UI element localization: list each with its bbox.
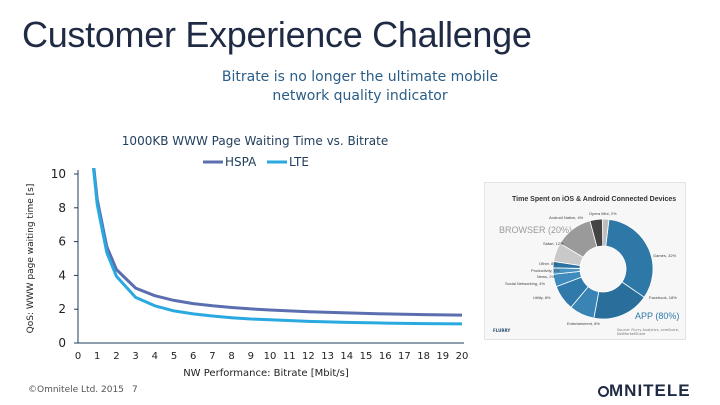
x-tick-label: 3	[132, 351, 138, 362]
subtitle-line-2: network quality indicator	[272, 88, 448, 104]
y-axis-label: QoS: WWW page waiting time [s]	[26, 184, 36, 334]
inset-label-utility: Utility, 8%	[533, 295, 551, 300]
x-tick-label: 13	[321, 351, 334, 362]
x-tick-label: 9	[248, 351, 254, 362]
inset-title: Time Spent on iOS & Android Connected De…	[512, 196, 677, 203]
x-axis-label: NW Performance: Bitrate [Mbit/s]	[183, 368, 349, 379]
time-spent-donut	[552, 218, 654, 320]
footer-copyright: ©Omnitele Ltd. 2015	[28, 385, 124, 395]
inset-browser-label: BROWSER (20%)	[499, 225, 573, 235]
logo-ring-icon	[598, 386, 609, 397]
omnitele-logo: MNITELE	[598, 381, 691, 401]
chart-title: 1000KB WWW Page Waiting Time vs. Bitrate	[121, 134, 389, 148]
legend-label-hspa: HSPA	[225, 155, 257, 169]
x-tick-label: 6	[190, 351, 196, 362]
y-tick-label: 6	[58, 235, 66, 249]
y-tick-label: 4	[58, 268, 66, 282]
inset-source: Source: Flurry Analytics, comScore, NetM…	[617, 328, 680, 336]
inset-app-label: APP (80%)	[635, 311, 680, 321]
x-tick-label: 14	[340, 351, 353, 362]
series-line-hspa	[92, 168, 463, 317]
donut-slice-games	[605, 218, 654, 298]
x-tick-label: 17	[398, 351, 411, 362]
subtitle-line-1: Bitrate is no longer the ultimate mobile	[221, 69, 499, 85]
y-tick-label: 0	[58, 336, 66, 350]
inset-label-opera: Opera Mini, 2%	[589, 211, 617, 216]
x-tick-label: 18	[417, 351, 430, 362]
x-tick-label: 16	[379, 351, 392, 362]
x-tick-label: 19	[436, 351, 449, 362]
x-tick-label: 8	[228, 351, 234, 362]
y-tick-label: 10	[51, 167, 66, 181]
x-tick-label: 7	[209, 351, 215, 362]
x-tick-label: 15	[360, 351, 373, 362]
x-tick-label: 11	[283, 351, 296, 362]
y-tick-label: 2	[58, 302, 66, 316]
x-tick-label: 4	[152, 351, 158, 362]
legend-label-lte: LTE	[289, 155, 309, 169]
y-tick-label: 8	[58, 201, 66, 215]
inset-label-news: News, 2%	[537, 274, 556, 279]
time-spent-inset-image: Time Spent on iOS & Android Connected De…	[484, 182, 686, 340]
slide-title: Customer Experience Challenge	[22, 14, 532, 55]
series-line-lte	[91, 168, 463, 326]
x-tick-label: 1	[94, 351, 100, 362]
x-tick-label: 2	[113, 351, 119, 362]
x-tick-label: 12	[302, 351, 315, 362]
donut-slice-opera-mini	[602, 218, 610, 247]
footer-page-number: 7	[132, 385, 138, 395]
inset-label-productivity: Productivity, 2%	[531, 268, 560, 273]
inset-label-facebook: Facebook, 18%	[649, 295, 677, 300]
inset-brand-logo: FLURRY	[493, 328, 511, 333]
slide-subtitle: Bitrate is no longer the ultimate mobile…	[170, 68, 550, 106]
inset-label-social: Social Networking, 4%	[505, 281, 546, 286]
inset-label-android: Android Native, 4%	[549, 215, 584, 220]
x-tick-label: 5	[171, 351, 177, 362]
x-tick-label: 0	[75, 351, 81, 362]
x-tick-label: 20	[456, 351, 469, 362]
inset-label-games: Games, 32%	[653, 253, 677, 258]
inset-label-entertainment: Entertainment, 8%	[567, 321, 600, 326]
inset-label-other: Other, 8%	[539, 261, 557, 266]
logo-text: MNITELE	[609, 381, 691, 400]
x-tick-label: 10	[264, 351, 277, 362]
inset-label-safari: Safari, 12%	[543, 241, 564, 246]
